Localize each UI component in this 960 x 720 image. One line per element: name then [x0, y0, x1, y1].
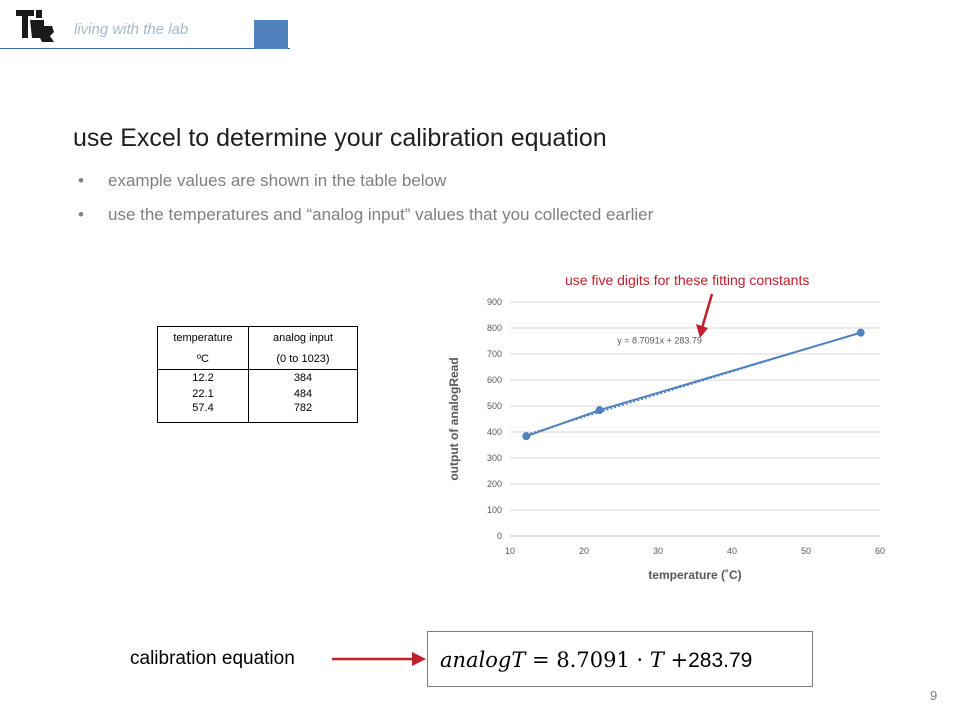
- table-cell: 12.2: [157, 369, 249, 386]
- data-point: [856, 328, 865, 337]
- equation-lhs: analogT: [440, 648, 526, 672]
- x-tick-label: 50: [801, 546, 811, 556]
- y-tick-label: 500: [487, 401, 502, 411]
- header-divider: [0, 48, 290, 49]
- y-tick-label: 300: [487, 453, 502, 463]
- table-header-cell: analog input: [248, 326, 358, 349]
- table-row: 57.4 782: [157, 402, 358, 423]
- calibration-data-table: temperature analog input ºC (0 to 1023) …: [157, 326, 358, 423]
- y-axis-ticks: 0 100 200 300 400 500 600 700 800 900: [487, 297, 502, 541]
- x-axis-label: temperature (˚C): [648, 568, 741, 582]
- y-tick-label: 600: [487, 375, 502, 385]
- equation-equals: = 8.7091 ·: [525, 648, 650, 672]
- y-tick-label: 200: [487, 479, 502, 489]
- x-tick-label: 20: [579, 546, 589, 556]
- header-accent-tab: [254, 20, 288, 49]
- y-tick-label: 700: [487, 349, 502, 359]
- trendline-equation-label: y = 8.7091x + 283.79: [617, 336, 702, 346]
- table-row: 22.1 484: [157, 386, 358, 402]
- y-tick-label: 400: [487, 427, 502, 437]
- header-text: living with the lab: [74, 21, 189, 38]
- table-cell: 57.4: [157, 402, 249, 423]
- x-tick-label: 30: [653, 546, 663, 556]
- x-tick-label: 60: [875, 546, 885, 556]
- equation-plus: +: [663, 648, 689, 672]
- chart-gridlines: [510, 301, 880, 537]
- page-number: 9: [930, 688, 938, 703]
- calibration-equation-label: calibration equation: [130, 648, 295, 669]
- bullet-text: example values are shown in the table be…: [108, 171, 447, 190]
- y-tick-label: 100: [487, 505, 502, 515]
- slide-title: use Excel to determine your calibration …: [73, 124, 607, 152]
- table-cell: 384: [248, 369, 358, 386]
- data-point: [522, 432, 531, 441]
- bullet-item: • use the temperatures and “analog input”…: [78, 204, 653, 238]
- annotation-arrow: [696, 293, 714, 338]
- fitting-constants-note: use five digits for these fitting consta…: [565, 272, 810, 288]
- table-header-cell: ºC: [157, 349, 249, 370]
- table-header-cell: temperature: [157, 326, 249, 349]
- table-header-row: ºC (0 to 1023): [157, 349, 358, 370]
- table-cell: 782: [248, 402, 358, 423]
- bullet-dot-icon: •: [78, 171, 84, 190]
- bullet-item: • example values are shown in the table b…: [78, 170, 653, 204]
- bullet-text: use the temperatures and “analog input” …: [108, 205, 654, 224]
- bullet-list: • example values are shown in the table b…: [78, 170, 653, 238]
- x-tick-label: 40: [727, 546, 737, 556]
- x-axis-ticks: 10 20 30 40 50 60: [505, 546, 885, 556]
- y-axis-label: output of analogRead: [447, 357, 461, 480]
- table-header-cell: (0 to 1023): [248, 349, 358, 370]
- table-cell: 22.1: [157, 386, 249, 402]
- y-tick-label: 900: [487, 297, 502, 307]
- university-logo: [16, 10, 54, 42]
- table-header-row: temperature analog input: [157, 326, 358, 349]
- y-tick-label: 0: [497, 531, 502, 541]
- table-cell: 484: [248, 386, 358, 402]
- data-points: [522, 328, 865, 441]
- equation-intercept: 283.79: [688, 649, 753, 672]
- calibration-chart: 0 100 200 300 400 500 600 700 800 900 10 20 30 40 50 6…: [447, 297, 885, 582]
- bullet-dot-icon: •: [78, 205, 84, 224]
- table-row: 12.2 384: [157, 369, 358, 386]
- data-point: [595, 406, 604, 415]
- calibration-arrow: [332, 652, 426, 666]
- calibration-equation: analogT = 8.7091 · T +283.79: [440, 648, 752, 673]
- y-tick-label: 800: [487, 323, 502, 333]
- equation-variable: T: [649, 648, 664, 672]
- series-line: [525, 331, 862, 438]
- calibration-equation-box: analogT = 8.7091 · T +283.79: [427, 631, 813, 687]
- x-tick-label: 10: [505, 546, 515, 556]
